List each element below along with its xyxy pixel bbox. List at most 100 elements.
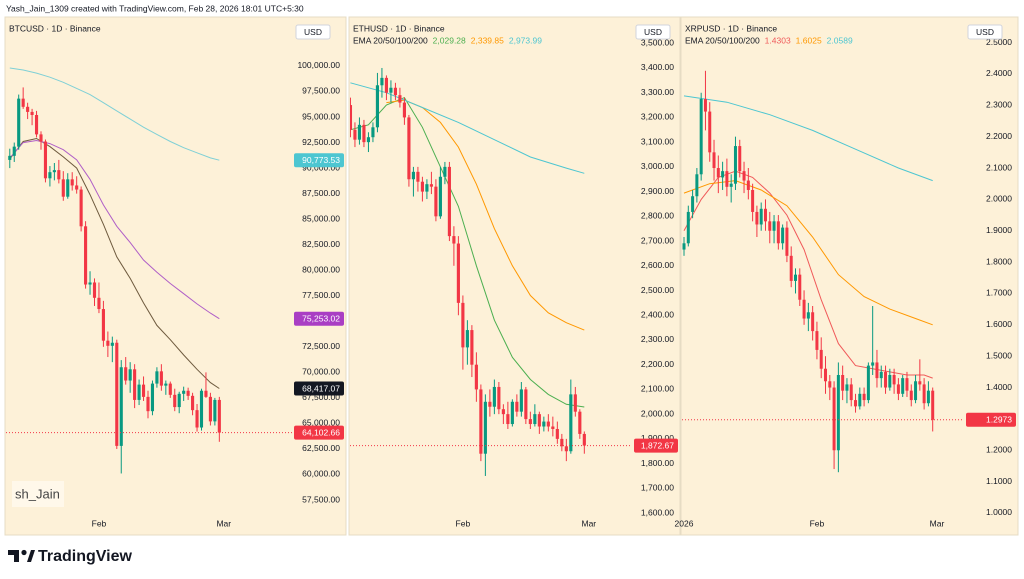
candle-body xyxy=(686,211,690,244)
candle-body xyxy=(155,371,159,384)
candle-body xyxy=(110,342,114,346)
candle-body xyxy=(871,362,875,366)
candle-body xyxy=(695,174,699,197)
y-tick-label: 2,600.00 xyxy=(641,260,674,270)
candle-body xyxy=(362,124,366,143)
candle-body xyxy=(429,184,433,187)
candle-body xyxy=(92,282,97,298)
candle-body xyxy=(447,166,451,237)
candle-body xyxy=(119,367,123,446)
candle-body xyxy=(146,396,150,412)
ema-line xyxy=(683,95,933,182)
candle-body xyxy=(918,381,922,385)
legend-backdrop xyxy=(6,18,291,36)
y-tick-label: 1.0000 xyxy=(986,507,1012,517)
candle-body xyxy=(456,243,460,303)
candle-body xyxy=(70,179,74,186)
candle-body xyxy=(802,299,806,319)
candle-body xyxy=(501,409,505,415)
candle-body xyxy=(841,374,845,391)
y-tick-label: 3,400.00 xyxy=(641,62,674,72)
y-tick-label: 100,000.00 xyxy=(297,60,340,70)
price-badge xyxy=(966,412,1016,427)
candle-body xyxy=(164,383,168,386)
y-tick-label: 1.5000 xyxy=(986,350,1012,360)
candle-body xyxy=(866,365,870,401)
candle-body xyxy=(708,111,712,153)
candle-body xyxy=(798,274,802,300)
candle-body xyxy=(862,393,866,401)
y-tick-label: 65,000.00 xyxy=(302,418,340,428)
candle-body xyxy=(879,371,883,379)
y-tick-label: 1.9000 xyxy=(986,225,1012,235)
candle-body xyxy=(75,185,79,190)
candle-body xyxy=(506,414,510,425)
candle-body xyxy=(785,227,789,256)
candle-body xyxy=(569,394,573,452)
candle-body xyxy=(578,411,582,434)
candle-body xyxy=(828,381,832,388)
y-tick-label: 2,400.00 xyxy=(641,309,674,319)
candle-body xyxy=(537,414,541,427)
candle-body xyxy=(48,172,52,179)
y-tick-label: 1.6000 xyxy=(986,319,1012,329)
x-tick-label: Mar xyxy=(216,518,231,528)
candle-body xyxy=(461,302,465,348)
plot-area xyxy=(8,67,221,474)
candle-body xyxy=(384,77,389,93)
price-badge xyxy=(294,153,344,168)
y-tick-label: 2,000.00 xyxy=(641,408,674,418)
tradingview-logo xyxy=(8,549,35,562)
candle-body xyxy=(30,111,34,115)
candle-body xyxy=(182,390,186,394)
candle-body xyxy=(357,124,362,140)
candle-body xyxy=(922,384,926,404)
candle-body xyxy=(931,390,935,420)
candle-body xyxy=(781,227,785,244)
plot-area xyxy=(350,67,586,476)
price-badge-label: 75,253.02 xyxy=(302,313,340,323)
y-tick-label: 1,700.00 xyxy=(641,483,674,493)
candle-body xyxy=(191,395,195,411)
candle-body xyxy=(806,312,810,319)
price-badge xyxy=(634,438,678,453)
candle-body xyxy=(492,386,496,407)
y-tick-label: 2,500.00 xyxy=(641,285,674,295)
candle-body xyxy=(483,401,487,454)
symbol-title: XRPUSD · 1D · Binance xyxy=(685,23,777,33)
candle-body xyxy=(17,98,21,147)
y-tick-label: 90,000.00 xyxy=(302,162,340,172)
candle-body xyxy=(909,390,913,401)
candle-body xyxy=(815,331,819,350)
ema-line xyxy=(350,96,585,408)
candle-body xyxy=(703,99,707,112)
header-credit: Yash_Jain_1309 created with TradingView.… xyxy=(6,3,304,13)
candle-body xyxy=(12,146,16,156)
candle-body xyxy=(926,390,930,404)
candle-body xyxy=(407,117,411,180)
candle-body xyxy=(751,189,755,212)
candle-body xyxy=(380,77,384,86)
price-badge-label: 64,102.66 xyxy=(302,427,340,437)
y-tick-label: 1.1000 xyxy=(986,476,1012,486)
candle-body xyxy=(353,129,357,140)
candle-body xyxy=(524,389,528,420)
candle-body xyxy=(34,114,39,135)
candle-body xyxy=(186,390,190,396)
candle-body xyxy=(199,390,204,428)
currency-box xyxy=(635,24,671,40)
x-tick-label: Feb xyxy=(92,518,107,528)
candle-body xyxy=(43,141,48,179)
candle-body xyxy=(350,105,353,130)
legend-backdrop xyxy=(682,18,963,48)
candle-body xyxy=(124,367,128,381)
y-tick-label: 3,500.00 xyxy=(641,37,674,47)
candle-body xyxy=(398,95,402,103)
candle-body xyxy=(177,393,181,408)
chart-panel: 1.00001.10001.20001.30001.40001.50001.60… xyxy=(675,16,1019,536)
watermark: sh_Jain xyxy=(15,486,60,501)
x-tick-label: Feb xyxy=(456,518,471,528)
price-badge-label: 90,773.53 xyxy=(302,155,340,165)
candle-body xyxy=(133,369,137,400)
